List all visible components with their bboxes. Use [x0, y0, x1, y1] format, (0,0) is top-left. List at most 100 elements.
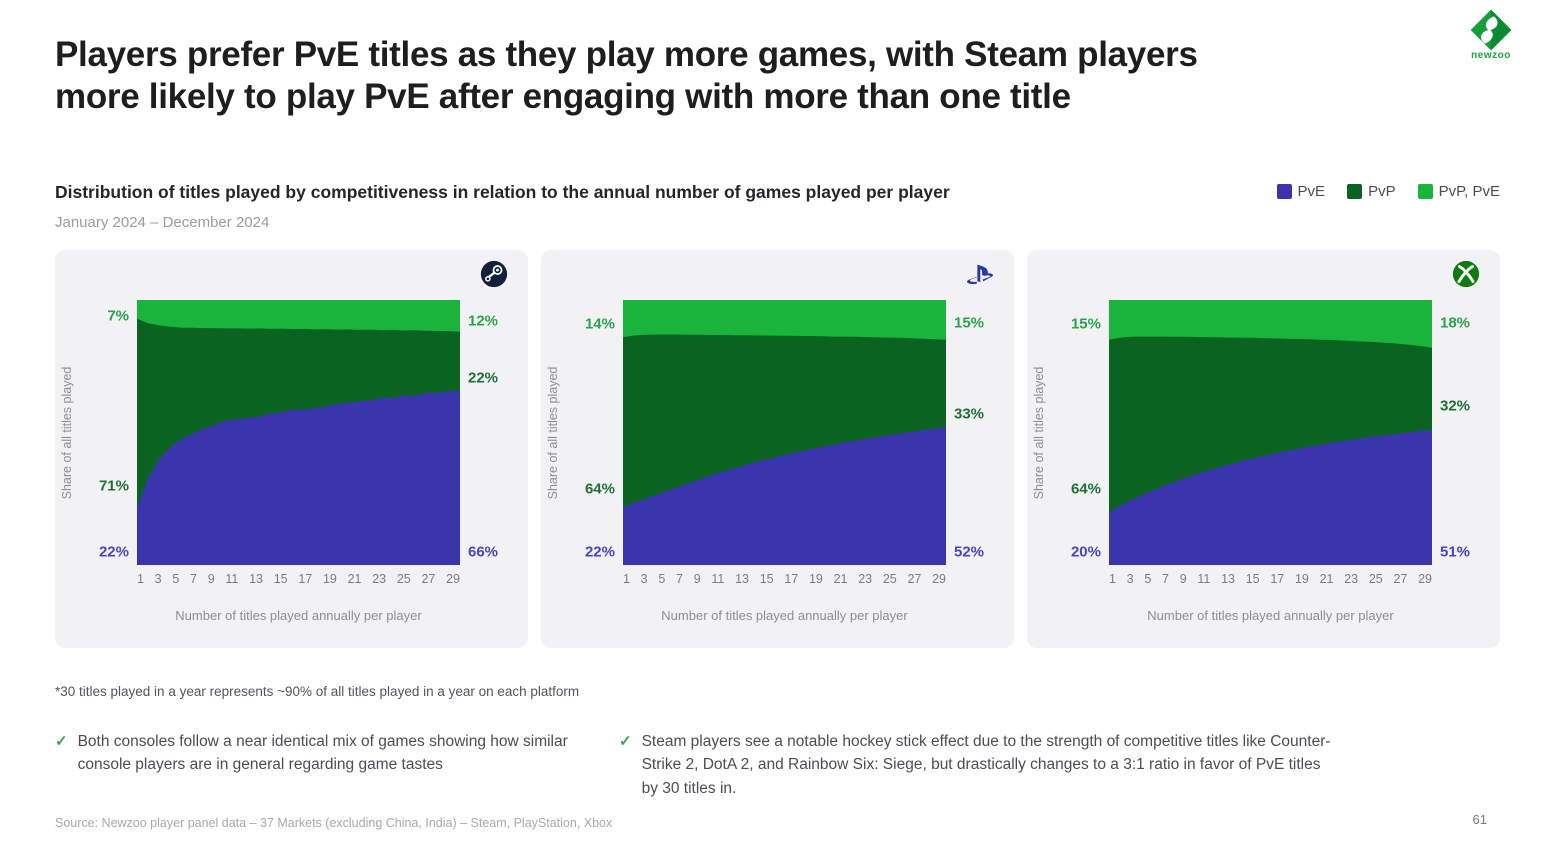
x-axis-label: Number of titles played annually per pla…	[1147, 608, 1394, 623]
chart-section-heading: Distribution of titles played by competi…	[55, 182, 950, 202]
x-tick: 29	[932, 572, 946, 586]
y-axis-label: Share of all titles played	[60, 366, 74, 500]
x-tick: 27	[421, 572, 436, 586]
insight-text: Steam players see a notable hockey stick…	[641, 733, 1331, 797]
x-tick: 13	[249, 572, 263, 586]
legend: PvE PvP PvP, PvE	[1276, 182, 1500, 200]
pct-label-right-pvp_pve: 18%	[1440, 314, 1471, 332]
x-tick: 19	[322, 572, 337, 586]
legend-label-pvp-pve: PvP, PvE	[1438, 183, 1500, 200]
pct-label-right-pve: 51%	[1440, 543, 1471, 561]
checkmark-icon: ✓	[619, 733, 632, 750]
x-tick: 13	[735, 572, 749, 586]
page-title: Players prefer PvE titles as they play m…	[55, 34, 1415, 118]
legend-item-pvp: PvP	[1347, 183, 1396, 200]
x-axis-label: Number of titles played annually per pla…	[661, 608, 908, 623]
x-axis-ticks: 1 3 5 7 9 11 13 15 17 19 21 23 25 27 29	[137, 572, 460, 586]
source-note: Source: Newzoo player panel data – 37 Ma…	[55, 816, 613, 830]
left-percent-labels: 14% 64% 22%	[567, 300, 623, 565]
x-tick: 21	[347, 572, 362, 586]
date-range: January 2024 – December 2024	[55, 214, 270, 231]
left-percent-labels: 15% 64% 20%	[1053, 300, 1109, 565]
y-axis-label: Share of all titles played	[546, 366, 560, 500]
pct-label-left-pvp_pve: 15%	[1070, 315, 1101, 333]
newzoo-logo: newzoo	[1455, 8, 1527, 61]
x-tick: 11	[711, 572, 725, 586]
x-tick: 23	[372, 572, 387, 586]
right-percent-labels: 18% 32% 51%	[1432, 300, 1494, 565]
x-tick: 23	[858, 572, 873, 586]
x-tick: 23	[1344, 572, 1359, 586]
checkmark-icon: ✓	[55, 733, 68, 750]
x-tick: 11	[225, 572, 239, 586]
page-number: 61	[1472, 812, 1487, 827]
x-axis-ticks: 1 3 5 7 9 11 13 15 17 19 21 23 25 27 29	[623, 572, 946, 586]
x-tick: 5	[658, 572, 666, 586]
pct-label-left-pve: 22%	[584, 543, 615, 561]
y-axis-label: Share of all titles played	[1032, 366, 1046, 500]
x-tick: 3	[1126, 572, 1134, 586]
steam-icon	[480, 260, 508, 288]
x-axis-ticks: 1 3 5 7 9 11 13 15 17 19 21 23 25 27 29	[1109, 572, 1432, 586]
x-tick: 19	[1294, 572, 1309, 586]
legend-label-pve: PvE	[1297, 183, 1326, 200]
chart-card-xbox: Share of all titles played 15% 64% 20% 18%…	[1027, 250, 1500, 648]
legend-swatch-pve	[1276, 184, 1292, 199]
pct-label-left-pvp_pve: 7%	[107, 307, 129, 325]
pct-label-right-pve: 52%	[954, 543, 985, 561]
chart-card-steam: Share of all titles played 7% 71% 22% 12% 2…	[55, 250, 528, 648]
x-tick: 7	[190, 572, 197, 586]
x-tick: 1	[623, 572, 630, 586]
x-tick: 13	[1221, 572, 1235, 586]
pct-label-left-pvp: 64%	[584, 480, 615, 498]
pct-label-left-pve: 20%	[1070, 543, 1101, 561]
x-tick: 19	[808, 572, 823, 586]
steam-stacked-area-chart	[137, 300, 460, 565]
x-tick: 17	[1270, 572, 1285, 586]
x-tick: 5	[1144, 572, 1152, 586]
chart-card-playstation: Share of all titles played 14% 64% 22% 15%…	[541, 250, 1014, 648]
x-axis-label: Number of titles played annually per pla…	[175, 608, 422, 623]
right-percent-labels: 12% 22% 66%	[460, 300, 522, 565]
xbox-icon	[1452, 260, 1480, 288]
x-tick: 9	[693, 572, 701, 586]
pct-label-right-pvp: 33%	[954, 405, 985, 423]
x-tick: 7	[1162, 572, 1169, 586]
playstation-stacked-area-chart	[623, 300, 946, 565]
legend-label-pvp: PvP	[1368, 183, 1396, 200]
legend-item-pve: PvE	[1276, 183, 1326, 200]
x-tick: 11	[1197, 572, 1211, 586]
pct-label-right-pve: 66%	[468, 543, 499, 561]
pct-label-right-pvp: 22%	[468, 369, 499, 387]
x-tick: 1	[137, 572, 144, 586]
x-tick: 21	[833, 572, 848, 586]
x-tick: 27	[1393, 572, 1408, 586]
pct-label-left-pvp: 64%	[1070, 480, 1101, 498]
footnote: *30 titles played in a year represents ~…	[55, 684, 580, 699]
x-tick: 15	[759, 572, 774, 586]
x-tick: 3	[640, 572, 648, 586]
x-tick: 5	[172, 572, 180, 586]
xbox-stacked-area-chart	[1109, 300, 1432, 565]
insights: ✓ Both consoles follow a near identical …	[55, 730, 1385, 800]
x-tick: 25	[882, 572, 897, 586]
legend-swatch-pvp-pve	[1417, 184, 1433, 199]
insight-text: Both consoles follow a near identical mi…	[77, 733, 568, 774]
x-tick: 25	[396, 572, 411, 586]
page-title-line-1: Players prefer PvE titles as they play m…	[55, 35, 1198, 74]
x-tick: 27	[907, 572, 922, 586]
x-tick: 7	[676, 572, 683, 586]
playstation-icon	[966, 260, 994, 288]
x-tick: 9	[207, 572, 215, 586]
page-title-line-2: more likely to play PvE after engaging w…	[55, 77, 1071, 116]
pct-label-right-pvp: 32%	[1440, 397, 1471, 415]
x-tick: 29	[446, 572, 460, 586]
insight-item: ✓ Both consoles follow a near identical …	[55, 730, 595, 800]
pct-label-right-pvp_pve: 12%	[468, 312, 499, 330]
x-tick: 15	[273, 572, 288, 586]
pct-label-left-pvp_pve: 14%	[584, 315, 615, 333]
left-percent-labels: 7% 71% 22%	[81, 300, 137, 565]
x-tick: 3	[154, 572, 162, 586]
x-tick: 21	[1319, 572, 1334, 586]
newzoo-diamond-icon	[1470, 9, 1512, 51]
